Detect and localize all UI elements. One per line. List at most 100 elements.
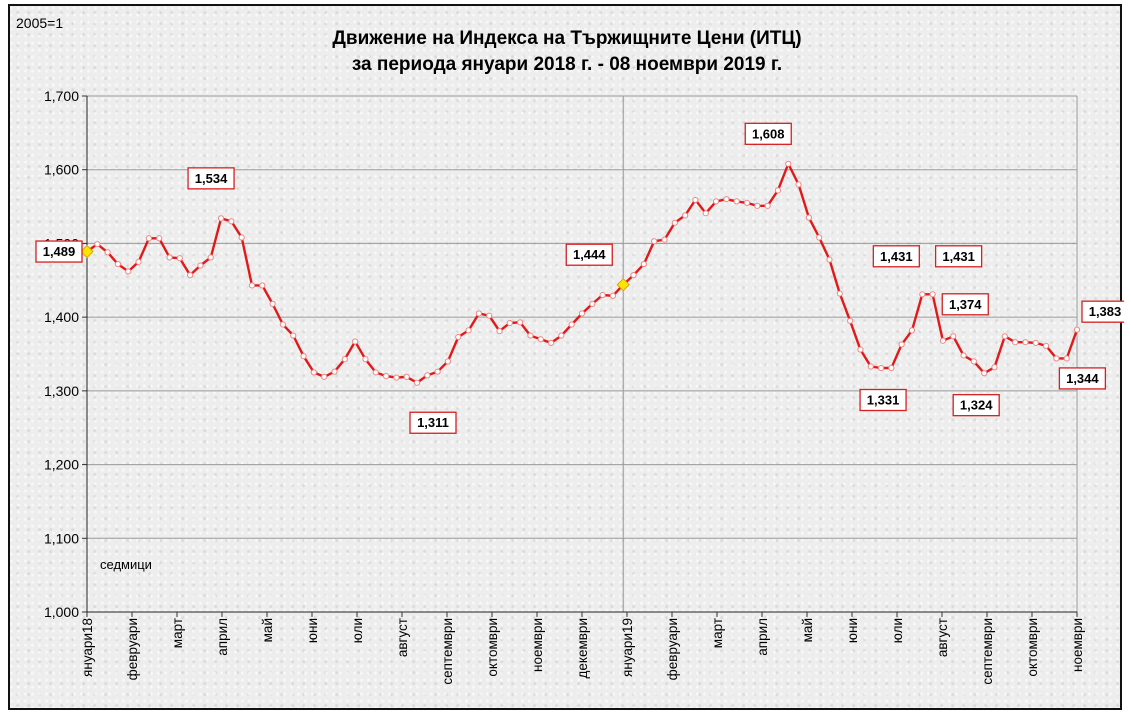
y-tick-label: 1,100	[44, 530, 79, 546]
data-point	[578, 310, 586, 317]
data-point	[867, 363, 874, 370]
data-point	[743, 199, 751, 206]
data-point	[434, 368, 441, 375]
data-point	[1042, 342, 1050, 349]
data-point	[424, 372, 431, 379]
chart-frame: 2005=1 Движение на Индекса на Тържищните…	[8, 4, 1124, 710]
data-point	[114, 260, 122, 268]
data-point	[929, 291, 936, 298]
y-tick-label: 1,000	[44, 604, 79, 620]
data-label-box	[187, 167, 235, 190]
data-point	[413, 379, 421, 386]
data-point	[166, 254, 173, 261]
data-point	[517, 319, 524, 326]
x-tick-label: юли	[890, 618, 905, 643]
data-point	[558, 332, 565, 339]
data-point	[599, 291, 606, 299]
y-tick-label: 1,700	[44, 88, 79, 104]
x-tick-label: август	[395, 618, 410, 657]
data-point	[300, 353, 307, 360]
data-point	[671, 219, 678, 226]
data-point	[692, 196, 699, 204]
x-tick-label: април	[755, 618, 770, 656]
x-tick-label: юни	[305, 618, 320, 643]
data-label-box	[1081, 300, 1124, 323]
axes	[82, 95, 1078, 617]
x-tick-label: август	[935, 618, 950, 657]
data-point	[857, 346, 864, 353]
data-point	[1032, 339, 1039, 347]
x-tick-labels: януари18 февруари март април май юни юли август…	[80, 618, 1085, 685]
x-tick-label: юли	[350, 618, 365, 643]
data-label-box	[409, 411, 457, 434]
data-point	[589, 300, 596, 307]
data-point	[630, 272, 637, 279]
data-point	[919, 291, 926, 298]
data-label-box	[941, 293, 989, 316]
x-tick-label: март	[710, 618, 725, 648]
data-point	[723, 196, 730, 203]
x-tick-label: октомври	[1025, 618, 1040, 677]
x-tick-label: май	[800, 618, 815, 642]
y-tick-label: 1,200	[44, 457, 79, 473]
x-tick-label: януари18	[80, 618, 95, 677]
data-point	[847, 317, 854, 324]
data-point	[877, 364, 885, 372]
data-point	[135, 258, 142, 265]
data-point	[506, 319, 513, 327]
data-point	[238, 234, 245, 241]
data-point	[1001, 333, 1008, 340]
data-label-box	[1058, 367, 1107, 390]
x-tick-label: април	[215, 618, 230, 656]
data-point	[754, 202, 761, 209]
highlight-point	[616, 278, 630, 292]
data-point	[733, 198, 740, 205]
data-point	[279, 321, 287, 328]
data-point	[826, 256, 833, 263]
data-point	[702, 210, 709, 217]
data-label-box	[872, 245, 920, 268]
data-point	[248, 282, 256, 289]
x-tick-label: февруари	[125, 618, 140, 680]
data-label: 1,534	[195, 171, 228, 186]
y-tick-label: 1,400	[44, 309, 79, 325]
series-markers	[80, 160, 1081, 386]
data-point	[444, 358, 452, 365]
data-point	[372, 369, 379, 376]
chart-title-line-2: за периода януари 2018 г. - 08 ноември 2…	[352, 54, 782, 75]
data-point	[1063, 355, 1070, 362]
data-point	[269, 300, 276, 307]
x-tick-label: ноември	[530, 618, 545, 672]
data-point	[197, 262, 204, 269]
data-point	[908, 327, 916, 334]
data-point	[661, 236, 668, 243]
data-label: 1,431	[880, 249, 913, 264]
x-tick-label: март	[170, 618, 185, 648]
data-point	[836, 290, 843, 297]
data-labels: 1,489 1,534 1,311 1,444 1,608 1,331 1,431 1,431…	[35, 122, 1124, 434]
data-point	[341, 356, 348, 363]
data-point	[712, 198, 720, 205]
data-point	[104, 249, 111, 256]
data-label-box	[565, 243, 613, 266]
data-point	[774, 187, 782, 194]
data-label: 1,444	[573, 247, 606, 262]
x-tick-label: декември	[575, 618, 590, 678]
data-label: 1,608	[752, 126, 785, 141]
highlight-point	[80, 244, 94, 259]
x-tick-label: септември	[440, 618, 455, 685]
data-point	[764, 202, 771, 209]
y-tick-label: 1,300	[44, 383, 79, 399]
chart-title-line-1: Движение на Индекса на Тържищните Цени (…	[332, 28, 801, 49]
data-point	[640, 260, 647, 268]
data-point	[455, 333, 462, 341]
x-tick-label: януари19	[620, 618, 635, 677]
data-point	[145, 235, 152, 242]
data-label: 1,344	[1066, 371, 1099, 386]
data-label-box	[35, 240, 83, 263]
data-point	[991, 364, 998, 371]
data-point	[187, 272, 194, 279]
data-point	[310, 369, 317, 376]
data-point	[156, 235, 163, 242]
